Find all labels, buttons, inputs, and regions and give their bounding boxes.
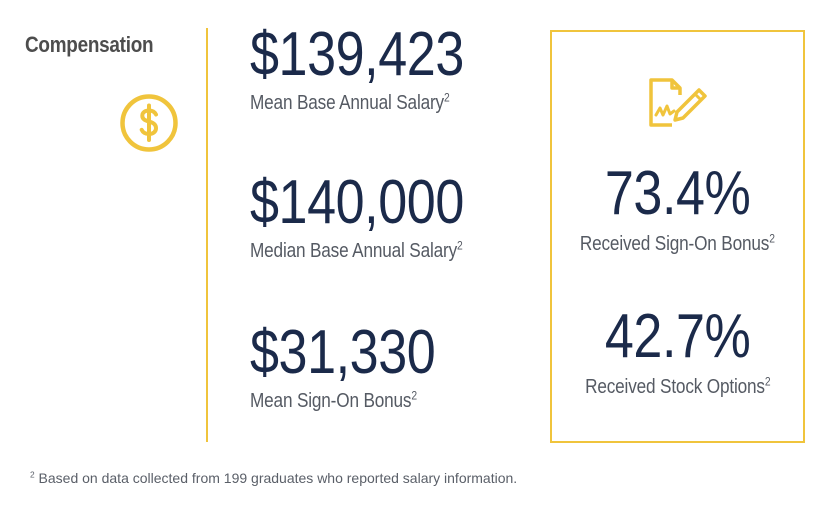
- stat-label: Median Base Annual Salary2: [250, 238, 469, 263]
- footnote-text: Based on data collected from 199 graduat…: [34, 470, 518, 486]
- stat-value: 42.7%: [604, 302, 751, 371]
- stat-value: $140,000: [250, 168, 464, 237]
- dollar-circle-icon: [120, 94, 178, 152]
- vertical-divider: [206, 28, 208, 442]
- footnote-ref: 2: [411, 388, 417, 403]
- stat-sign-on-bonus-rate: 73.4% Received Sign-On Bonus2: [551, 163, 804, 256]
- stat-stock-options-rate: 42.7% Received Stock Options2: [551, 306, 804, 399]
- section-title: Compensation: [25, 32, 154, 57]
- highlight-box: [550, 30, 805, 443]
- footnote-marker: 2: [30, 469, 35, 480]
- footnote-ref: 2: [764, 374, 771, 389]
- stat-label: Mean Base Annual Salary2: [250, 90, 469, 115]
- footnote-ref: 2: [443, 90, 450, 105]
- footnote-ref: 2: [769, 231, 775, 246]
- footnote-ref: 2: [457, 238, 463, 253]
- stat-mean-sign-on-bonus: $31,330 Mean Sign-On Bonus2: [250, 322, 471, 413]
- signed-document-icon: [649, 78, 707, 127]
- stat-label: Mean Sign-On Bonus2: [250, 388, 440, 413]
- stat-value: $31,330: [250, 318, 436, 387]
- stat-label-text: Mean Sign-On Bonus: [250, 390, 412, 412]
- stat-label: Received Stock Options2: [584, 374, 771, 399]
- stat-label-text: Mean Base Annual Salary: [250, 92, 444, 114]
- stat-median-base-salary: $140,000 Median Base Annual Salary2: [250, 172, 505, 263]
- stat-value: 73.4%: [604, 159, 751, 228]
- stat-label-text: Received Stock Options: [584, 376, 765, 398]
- stat-value: $139,423: [250, 20, 464, 89]
- footnote: 2 Based on data collected from 199 gradu…: [30, 470, 517, 486]
- stat-label-text: Received Sign-On Bonus: [580, 233, 770, 255]
- stat-label-text: Median Base Annual Salary: [250, 240, 458, 262]
- stat-label: Received Sign-On Bonus2: [580, 231, 775, 256]
- stat-mean-base-salary: $139,423 Mean Base Annual Salary2: [250, 24, 505, 115]
